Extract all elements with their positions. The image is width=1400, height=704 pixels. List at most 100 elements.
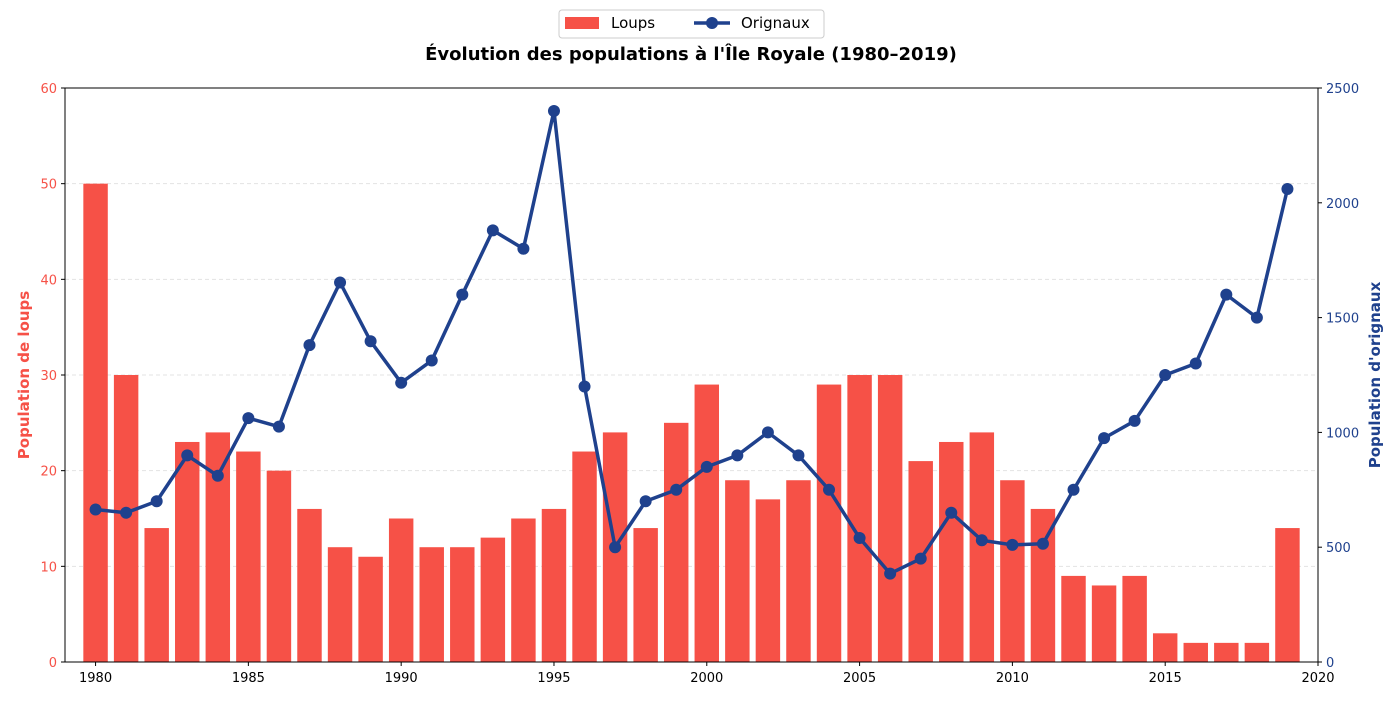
point-orignaux (1189, 357, 1202, 370)
x-tick-label: 1985 (232, 671, 265, 686)
point-orignaux (1250, 311, 1263, 324)
bar-loups (633, 528, 658, 662)
point-orignaux (1128, 414, 1141, 427)
point-orignaux (853, 532, 866, 545)
point-orignaux (181, 449, 194, 462)
point-orignaux (364, 335, 377, 348)
y-tick-label-left: 50 (40, 178, 57, 193)
y-tick-label-right: 1000 (1326, 426, 1359, 441)
legend-swatch-loups (565, 17, 599, 29)
bar-loups (511, 518, 536, 662)
point-orignaux (1036, 537, 1049, 550)
point-orignaux (1006, 538, 1019, 551)
bar-loups (1275, 528, 1300, 662)
y-tick-label-left: 60 (40, 82, 57, 97)
x-tick-label: 2020 (1301, 671, 1334, 686)
bar-loups (1122, 575, 1147, 662)
point-orignaux (425, 354, 438, 367)
y-axis-label-right: Population d'orignaux (1366, 281, 1384, 468)
bar-loups (266, 470, 292, 662)
point-orignaux (517, 242, 530, 255)
point-orignaux (272, 420, 285, 433)
point-orignaux (1067, 483, 1080, 496)
bar-loups (877, 375, 903, 662)
point-orignaux (731, 449, 744, 462)
point-orignaux (670, 483, 683, 496)
legend-label-orignaux: Orignaux (741, 14, 810, 32)
y-tick-label-right: 500 (1326, 541, 1351, 556)
y-axis-label-left: Population de loups (15, 291, 33, 459)
point-orignaux (211, 469, 224, 482)
bar-loups (450, 547, 475, 662)
point-orignaux (486, 224, 499, 237)
point-orignaux (700, 460, 713, 473)
y-tick-label-right: 1500 (1326, 312, 1359, 327)
bar-loups (786, 480, 811, 662)
y-tick-label-right: 2500 (1326, 82, 1359, 97)
point-orignaux (1281, 183, 1294, 196)
x-tick-label: 1990 (385, 671, 418, 686)
point-orignaux (1098, 432, 1111, 445)
bar-loups (358, 556, 383, 662)
point-orignaux (120, 506, 133, 519)
point-orignaux (150, 495, 163, 508)
bar-loups (1061, 575, 1086, 662)
x-tick-label: 2005 (843, 671, 876, 686)
bar-loups (419, 547, 444, 662)
point-orignaux (578, 380, 591, 393)
legend-marker-orignaux (706, 17, 718, 29)
point-orignaux (914, 552, 927, 565)
y-tick-label-right: 2000 (1326, 197, 1359, 212)
bar-loups (1183, 642, 1208, 662)
bar-loups (1152, 633, 1178, 662)
point-orignaux (89, 503, 102, 516)
y-tick-label-left: 20 (40, 465, 57, 480)
bar-loups (1000, 480, 1025, 662)
bar-loups (755, 499, 781, 662)
bar-loups (847, 375, 872, 662)
point-orignaux (639, 495, 652, 508)
point-orignaux (547, 104, 560, 117)
x-tick-label: 1995 (537, 671, 570, 686)
legend: Loups Orignaux (558, 9, 825, 39)
point-orignaux (395, 376, 408, 389)
point-orignaux (334, 276, 347, 289)
y-tick-label-left: 0 (49, 656, 57, 671)
bar-loups (541, 508, 567, 662)
bar-loups (1244, 642, 1270, 662)
point-orignaux (1159, 369, 1172, 381)
point-orignaux (456, 288, 469, 301)
y-tick-label-left: 10 (40, 560, 57, 575)
bar-loups (939, 441, 964, 662)
bar-loups (725, 480, 750, 662)
bar-loups (83, 183, 108, 662)
x-tick-label: 1980 (79, 671, 112, 686)
bar-loups (236, 451, 261, 662)
bar-loups (969, 432, 995, 662)
bar-loups (175, 441, 200, 662)
bar-loups (327, 547, 353, 662)
y-tick-label-right: 0 (1326, 656, 1334, 671)
line-orignaux (95, 109, 1290, 576)
legend-label-loups: Loups (611, 14, 655, 32)
chart-title: Évolution des populations à l'Île Royale… (425, 43, 957, 65)
bar-loups (1091, 585, 1117, 662)
bar-loups (144, 528, 169, 662)
point-orignaux (609, 541, 622, 554)
point-orignaux (884, 567, 897, 580)
point-orignaux (242, 412, 255, 425)
point-orignaux (792, 449, 805, 462)
bar-loups (1030, 508, 1056, 662)
point-orignaux (975, 534, 988, 547)
bar-loups (1214, 642, 1239, 662)
bar-loups (816, 384, 842, 662)
bar-loups (694, 384, 720, 662)
point-orignaux (1220, 288, 1233, 301)
bar-loups (388, 518, 414, 662)
point-orignaux (823, 483, 836, 496)
point-orignaux (761, 426, 774, 439)
x-tick-label: 2000 (690, 671, 723, 686)
x-tick-label: 2015 (1149, 671, 1182, 686)
